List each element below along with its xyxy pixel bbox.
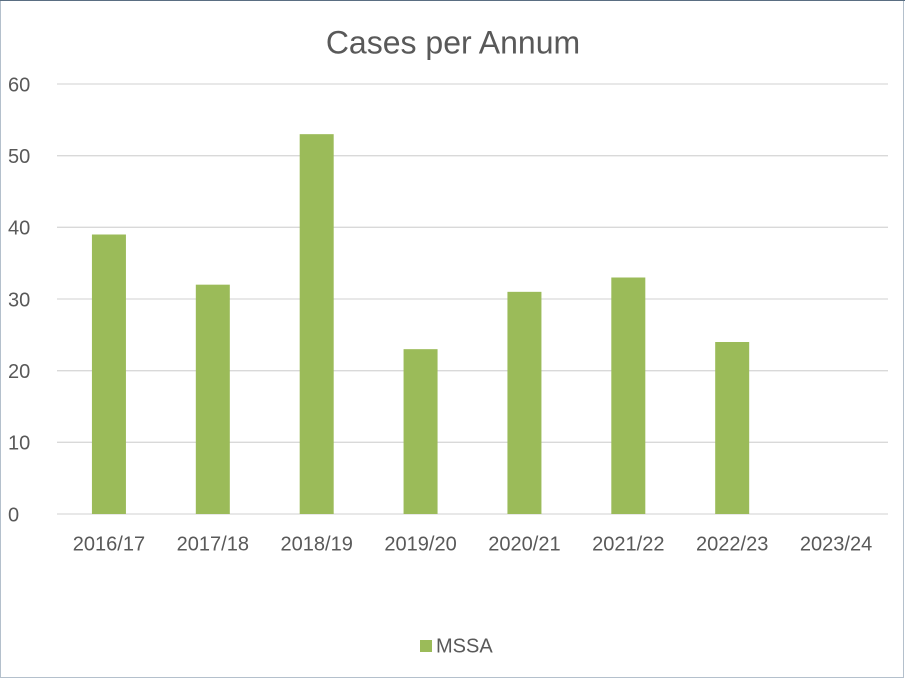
x-tick-label: 2022/23 xyxy=(696,533,768,555)
bar xyxy=(299,134,334,514)
bar xyxy=(507,291,542,514)
y-tick-label: 30 xyxy=(8,289,30,311)
y-tick-label: 0 xyxy=(8,504,19,526)
x-tick-label: 2017/18 xyxy=(177,533,249,555)
y-tick-label: 50 xyxy=(8,146,30,168)
x-tick-label: 2019/20 xyxy=(384,533,456,555)
bar xyxy=(611,277,646,514)
legend-label: MSSA xyxy=(436,635,493,657)
bar xyxy=(403,349,438,514)
x-tick-label: 2018/19 xyxy=(281,533,353,555)
x-tick-label: 2016/17 xyxy=(73,533,145,555)
x-tick-label: 2021/22 xyxy=(592,533,664,555)
y-tick-label: 40 xyxy=(8,218,30,240)
bar xyxy=(715,342,750,514)
x-tick-label: 2023/24 xyxy=(800,533,872,555)
chart-title: Cases per Annum xyxy=(326,24,580,60)
y-tick-label: 10 xyxy=(8,433,30,455)
y-tick-label: 60 xyxy=(8,74,30,96)
x-tick-label: 2020/21 xyxy=(488,533,560,555)
legend-swatch xyxy=(420,640,432,652)
bar xyxy=(195,284,230,514)
y-tick-label: 20 xyxy=(8,361,30,383)
bar xyxy=(91,234,126,514)
